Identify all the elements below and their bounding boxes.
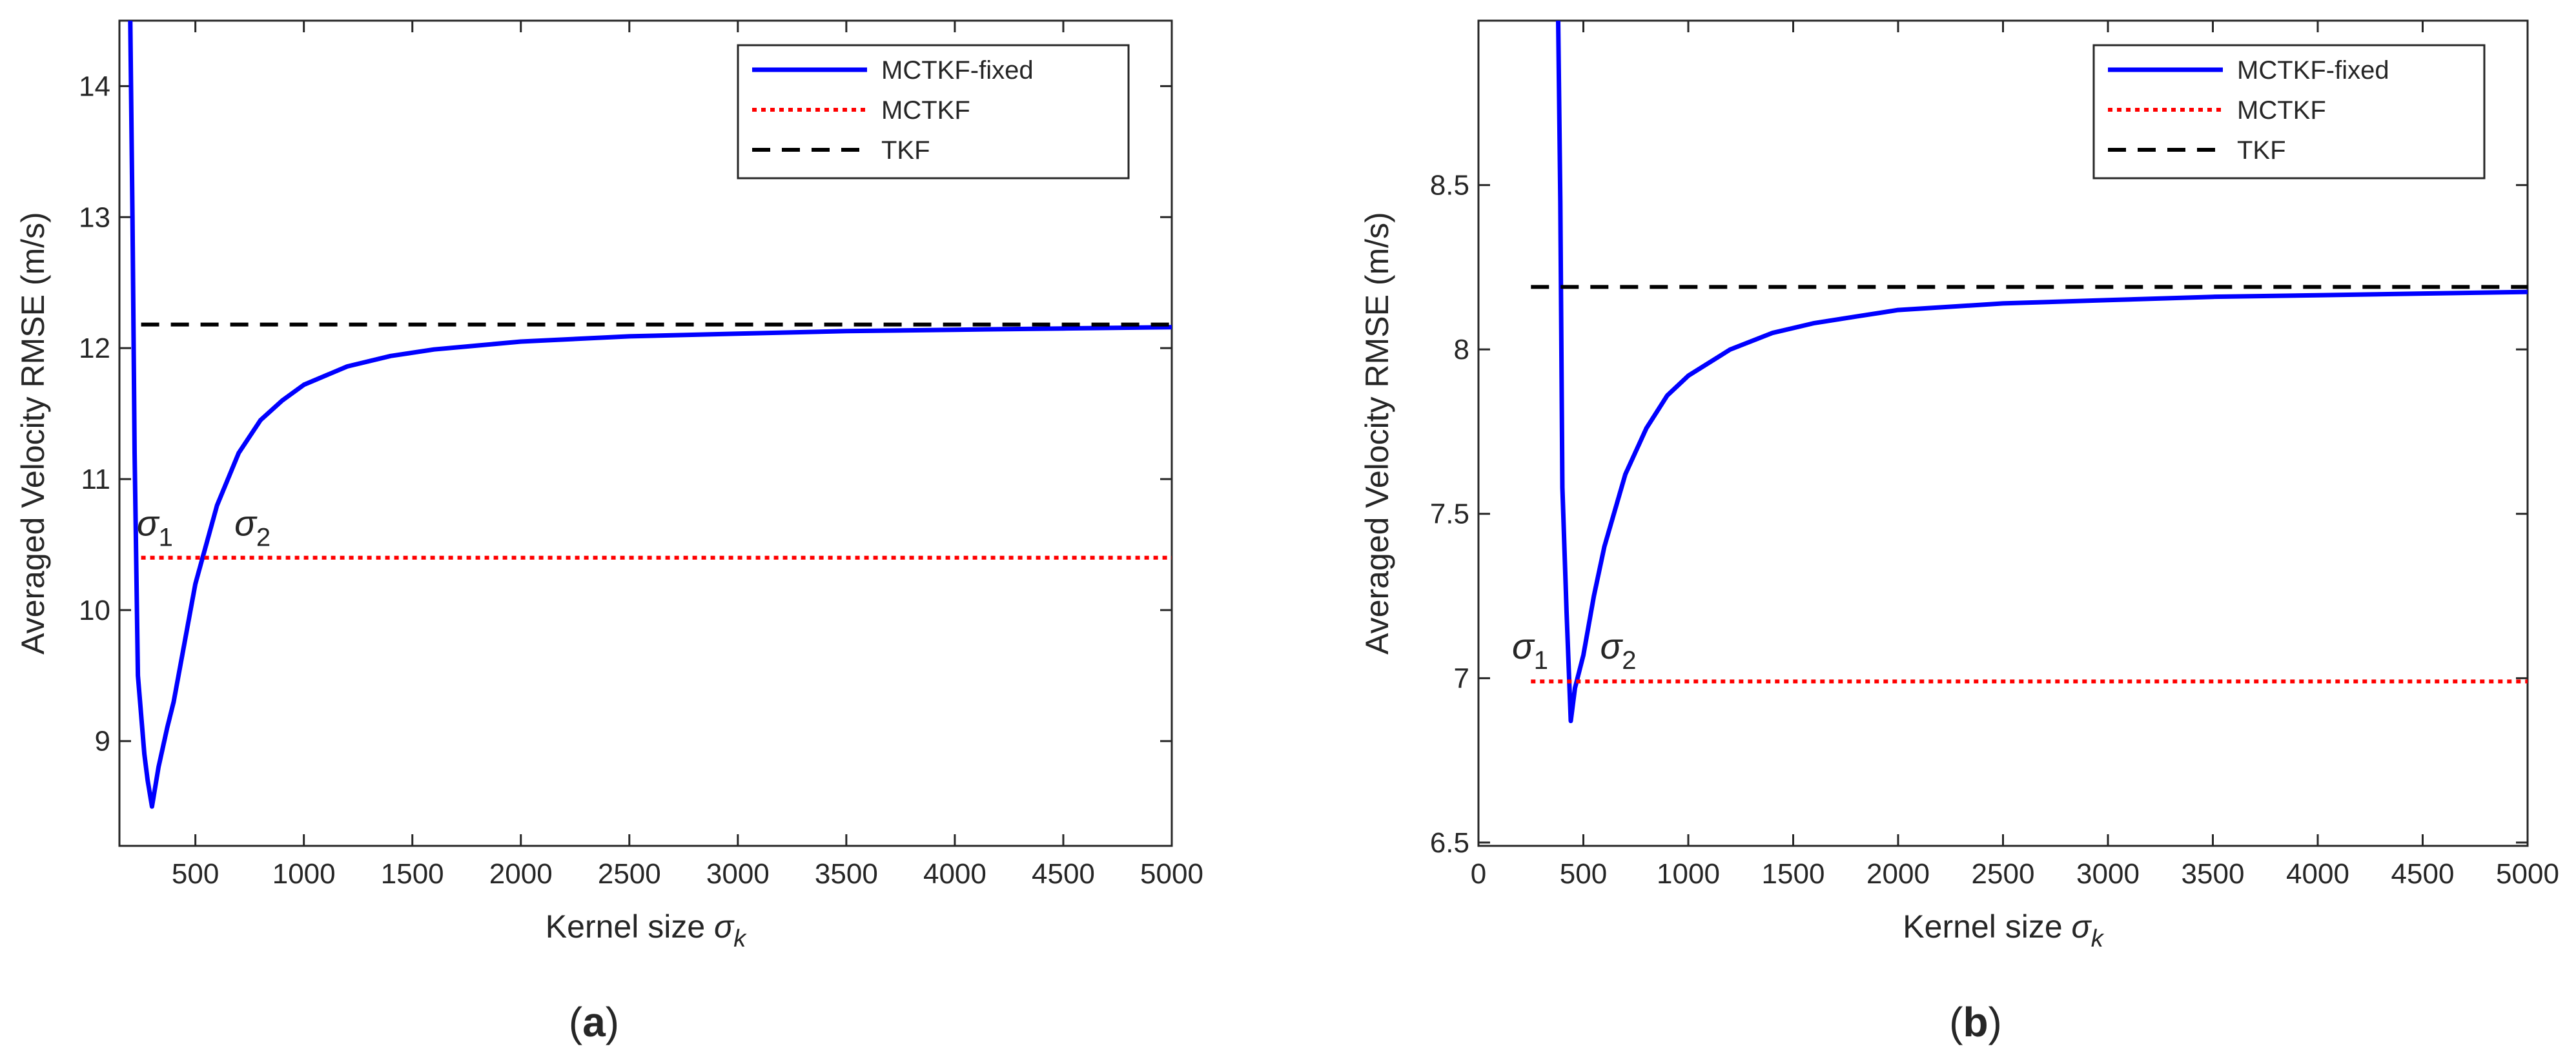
sigma-symbol: σ [1600,626,1624,666]
x-tick-label: 1500 [381,858,444,890]
sigma-symbol: σ [137,502,160,543]
x-axis-label: Kernel size σk [1903,908,2104,952]
legend-box [2092,44,2486,180]
caption-open: ( [1949,999,1963,1045]
x-tick-label: 4500 [1032,858,1095,890]
x-axis-label-symbol: σ [2072,908,2092,945]
y-tick-label: 10 [79,595,110,626]
legend-label-tkf: TKF [881,136,930,165]
x-tick-label: 1000 [272,858,336,890]
caption-open: ( [569,999,582,1045]
x-axis-label-symbol: σ [714,908,735,945]
x-tick-label: 5000 [1140,858,1203,890]
series-line-mctkf-fixed [1556,21,2528,723]
x-tick-label: 4000 [2286,858,2349,890]
caption-letter: b [1963,999,1988,1045]
x-tick-label: 0 [1471,858,1486,890]
plot-area [128,21,1172,809]
legend-box [737,44,1130,180]
legend-label-tkf: TKF [2237,136,2286,165]
x-tick-label: 3500 [815,858,878,890]
y-tick-label: 7 [1454,662,1469,694]
caption-letter: a [582,999,606,1045]
caption-close: ) [606,999,619,1045]
sigma-subscript: 2 [1622,646,1636,675]
panel-caption: (a) [569,999,619,1045]
y-tick-label: 13 [79,201,110,233]
x-tick-label: 4500 [2391,858,2455,890]
x-tick-label: 1500 [1762,858,1825,890]
x-tick-label: 2500 [598,858,661,890]
x-axis-label-text: Kernel size [546,908,714,945]
y-axis-label: Averaged Velocity RMSE (m/s) [1359,212,1395,654]
y-tick-label: 12 [79,333,110,364]
chart-panel-b: 0 500 1000 1500 2000 2500 3000 3500 4000 4500 5000… [1359,19,2559,1045]
x-tick-label: 2500 [1972,858,2035,890]
y-tick-label: 11 [81,464,110,495]
legend-label-mctkf: MCTKF [881,96,970,125]
axes-box [118,19,1173,847]
y-tick-label: 8.5 [1430,170,1469,201]
sigma-annotation-1: σ1 [137,502,173,551]
x-tick-label: 3000 [706,858,770,890]
legend-label-mctkf-fixed: MCTKF-fixed [2237,56,2389,85]
x-tick-label: 3000 [2076,858,2140,890]
sigma-symbol: σ [1512,626,1535,666]
x-tick-label: 2000 [1866,858,1930,890]
y-tick-label: 8 [1454,334,1469,365]
x-tick-label: 1000 [1657,858,1720,890]
caption-close: ) [1988,999,2002,1045]
sigma-subscript: 2 [256,523,271,551]
x-tick-label: 2000 [489,858,553,890]
x-axis-label-text: Kernel size [1903,908,2071,945]
y-axis-label: Averaged Velocity RMSE (m/s) [15,212,51,654]
x-tick-label: 500 [1560,858,1607,890]
series-line-mctkf-fixed [128,21,1172,809]
y-tick-label: 14 [79,70,110,102]
sigma-annotation-2: σ2 [234,502,271,551]
x-tick-label: 4000 [923,858,986,890]
x-axis-label-subscript: k [733,925,747,952]
x-tick-label: 3500 [2182,858,2245,890]
x-axis-label-subscript: k [2091,925,2105,952]
panel-caption: (b) [1949,999,2002,1045]
legend-label-mctkf-fixed: MCTKF-fixed [881,56,1034,85]
x-axis-label: Kernel size σk [546,908,747,952]
x-tick-label: 5000 [2496,858,2559,890]
y-tick-label: 9 [95,726,110,757]
y-tick-label: 6.5 [1430,827,1469,859]
sigma-annotation-1: σ1 [1512,626,1548,675]
sigma-subscript: 1 [159,523,173,551]
sigma-subscript: 1 [1534,646,1548,675]
legend-label-mctkf: MCTKF [2237,96,2326,125]
x-tick-label: 500 [172,858,219,890]
plot-area [1531,21,2528,723]
y-tick-label: 7.5 [1430,498,1469,530]
chart-panel-a: 500 1000 1500 2000 2500 3000 3500 4000 4500 5000 9… [15,19,1203,1045]
sigma-symbol: σ [234,502,258,543]
sigma-annotation-2: σ2 [1600,626,1637,675]
